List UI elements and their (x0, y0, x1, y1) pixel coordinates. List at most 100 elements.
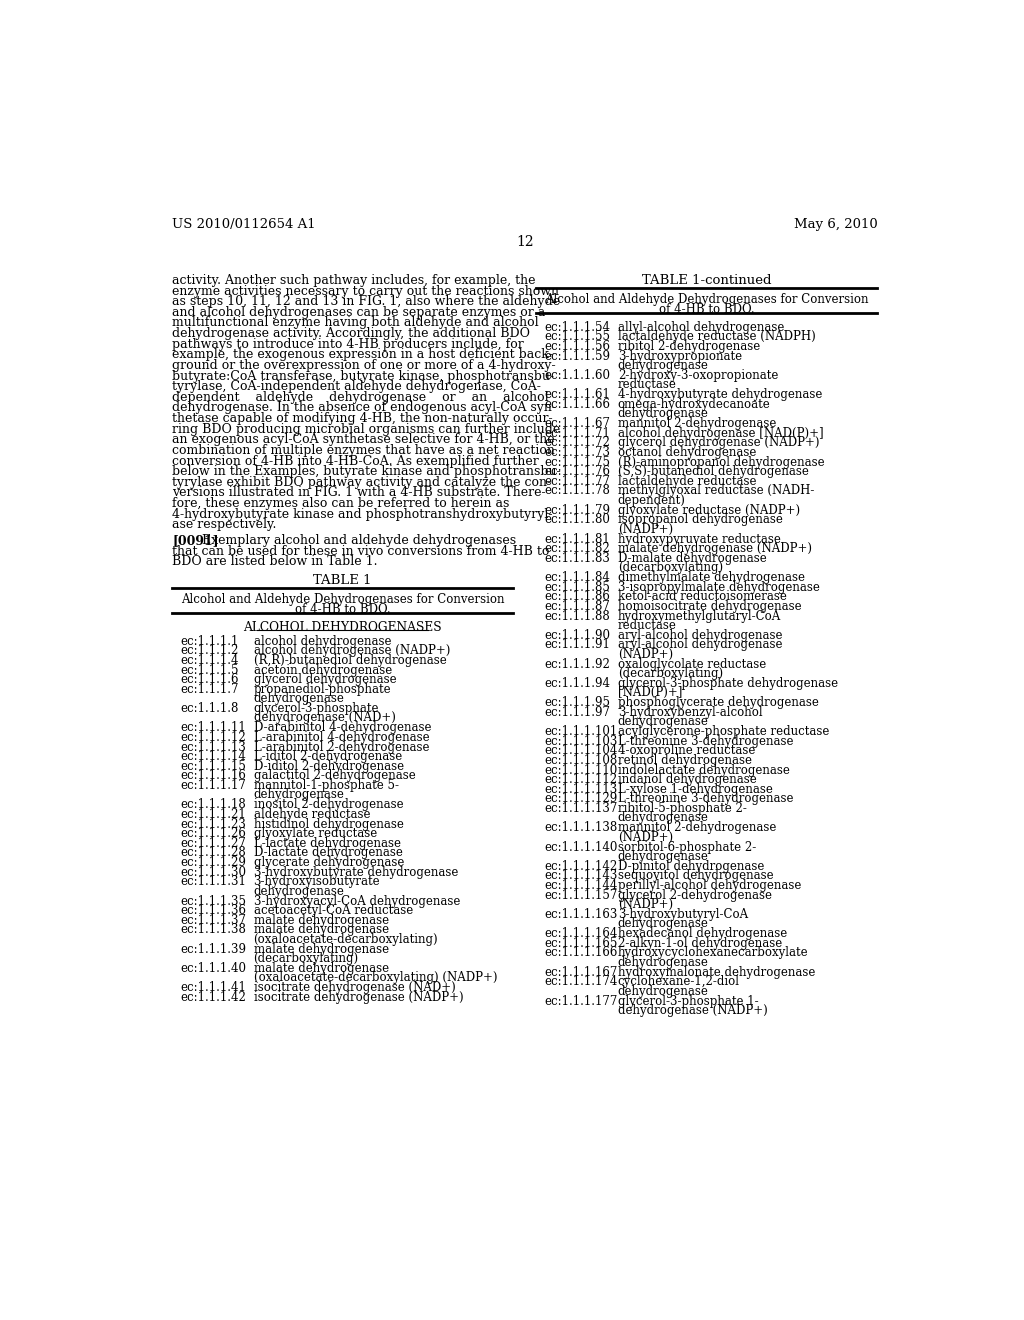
Text: of 4-HB to BDO.: of 4-HB to BDO. (659, 304, 755, 317)
Text: ec:1.1.1.15: ec:1.1.1.15 (180, 760, 246, 772)
Text: activity. Another such pathway includes, for example, the: activity. Another such pathway includes,… (172, 275, 536, 286)
Text: propanediol-phosphate: propanediol-phosphate (254, 682, 391, 696)
Text: ec:1.1.1.142: ec:1.1.1.142 (544, 859, 617, 873)
Text: ec:1.1.1.8: ec:1.1.1.8 (180, 702, 239, 715)
Text: ec:1.1.1.14: ec:1.1.1.14 (180, 750, 246, 763)
Text: pathways to introduce into 4-HB producers include, for: pathways to introduce into 4-HB producer… (172, 338, 524, 351)
Text: 4-oxoproline reductase: 4-oxoproline reductase (617, 744, 755, 758)
Text: ec:1.1.1.110: ec:1.1.1.110 (544, 763, 617, 776)
Text: 4-hydroxybutyrate kinase and phosphotranshydroxybutyryl-: 4-hydroxybutyrate kinase and phosphotran… (172, 508, 553, 520)
Text: hydroxycyclohexanecarboxylate: hydroxycyclohexanecarboxylate (617, 946, 808, 960)
Text: ec:1.1.1.91: ec:1.1.1.91 (544, 639, 610, 652)
Text: ec:1.1.1.38: ec:1.1.1.38 (180, 924, 246, 936)
Text: ec:1.1.1.55: ec:1.1.1.55 (544, 330, 610, 343)
Text: as steps 10, 11, 12 and 13 in FIG. 1, also where the aldehyde: as steps 10, 11, 12 and 13 in FIG. 1, al… (172, 296, 560, 308)
Text: Exemplary alcohol and aldehyde dehydrogenases: Exemplary alcohol and aldehyde dehydroge… (202, 535, 516, 548)
Text: ec:1.1.1.42: ec:1.1.1.42 (180, 991, 246, 1003)
Text: ase respectively.: ase respectively. (172, 519, 276, 531)
Text: (R,R)-butanediol dehydrogenase: (R,R)-butanediol dehydrogenase (254, 653, 446, 667)
Text: ec:1.1.1.1: ec:1.1.1.1 (180, 635, 239, 648)
Text: alcohol dehydrogenase: alcohol dehydrogenase (254, 635, 391, 648)
Text: cyclohexane-1,2-diol: cyclohexane-1,2-diol (617, 975, 739, 989)
Text: butyrate:CoA transferase, butyrate kinase, phosphotransbu-: butyrate:CoA transferase, butyrate kinas… (172, 370, 554, 383)
Text: ec:1.1.1.54: ec:1.1.1.54 (544, 321, 610, 334)
Text: hydroxymalonate dehydrogenase: hydroxymalonate dehydrogenase (617, 966, 815, 978)
Text: isopropanol dehydrogenase: isopropanol dehydrogenase (617, 513, 782, 527)
Text: ec:1.1.1.85: ec:1.1.1.85 (544, 581, 610, 594)
Text: ec:1.1.1.30: ec:1.1.1.30 (180, 866, 246, 879)
Text: ec:1.1.1.174: ec:1.1.1.174 (544, 975, 617, 989)
Text: ec:1.1.1.17: ec:1.1.1.17 (180, 779, 246, 792)
Text: L-iditol 2-dehydrogenase: L-iditol 2-dehydrogenase (254, 750, 401, 763)
Text: glycerol-3-phosphate dehydrogenase: glycerol-3-phosphate dehydrogenase (617, 677, 838, 690)
Text: versions illustrated in FIG. 1 with a 4-HB substrate. There-: versions illustrated in FIG. 1 with a 4-… (172, 487, 546, 499)
Text: lactaldehyde reductase (NADPH): lactaldehyde reductase (NADPH) (617, 330, 815, 343)
Text: indanol dehydrogenase: indanol dehydrogenase (617, 774, 757, 787)
Text: [NAD(P)+]: [NAD(P)+] (617, 686, 682, 700)
Text: ec:1.1.1.61: ec:1.1.1.61 (544, 388, 610, 401)
Text: ec:1.1.1.73: ec:1.1.1.73 (544, 446, 610, 459)
Text: alcohol dehydrogenase [NAD(P)+]: alcohol dehydrogenase [NAD(P)+] (617, 426, 823, 440)
Text: ec:1.1.1.83: ec:1.1.1.83 (544, 552, 610, 565)
Text: Alcohol and Aldehyde Dehydrogenases for Conversion: Alcohol and Aldehyde Dehydrogenases for … (545, 293, 868, 306)
Text: (decarboxylating): (decarboxylating) (254, 952, 358, 965)
Text: Alcohol and Aldehyde Dehydrogenases for Conversion: Alcohol and Aldehyde Dehydrogenases for … (181, 593, 505, 606)
Text: 3-hydroxybutyrate dehydrogenase: 3-hydroxybutyrate dehydrogenase (254, 866, 458, 879)
Text: ec:1.1.1.86: ec:1.1.1.86 (544, 590, 610, 603)
Text: ec:1.1.1.4: ec:1.1.1.4 (180, 653, 239, 667)
Text: dimethylmalate dehydrogenase: dimethylmalate dehydrogenase (617, 572, 805, 585)
Text: 3-hydroxypropionate: 3-hydroxypropionate (617, 350, 742, 363)
Text: sorbitol-6-phosphate 2-: sorbitol-6-phosphate 2- (617, 841, 756, 854)
Text: 3-hydroxyisobutyrate: 3-hydroxyisobutyrate (254, 875, 380, 888)
Text: 4-hydroxybutyrate dehydrogenase: 4-hydroxybutyrate dehydrogenase (617, 388, 822, 401)
Text: ec:1.1.1.87: ec:1.1.1.87 (544, 601, 610, 612)
Text: ec:1.1.1.163: ec:1.1.1.163 (544, 908, 617, 921)
Text: acylglycerone-phosphate reductase: acylglycerone-phosphate reductase (617, 725, 829, 738)
Text: TABLE 1: TABLE 1 (313, 574, 372, 587)
Text: that can be used for these in vivo conversions from 4-HB to: that can be used for these in vivo conve… (172, 545, 550, 558)
Text: aryl-alcohol dehydrogenase: aryl-alcohol dehydrogenase (617, 628, 782, 642)
Text: ec:1.1.1.56: ec:1.1.1.56 (544, 341, 610, 354)
Text: D-lactate dehydrogenase: D-lactate dehydrogenase (254, 846, 402, 859)
Text: combination of multiple enzymes that have as a net reaction: combination of multiple enzymes that hav… (172, 444, 555, 457)
Text: ec:1.1.1.144: ec:1.1.1.144 (544, 879, 617, 892)
Text: aldehyde reductase: aldehyde reductase (254, 808, 370, 821)
Text: mannitol 2-dehydrogenase: mannitol 2-dehydrogenase (617, 417, 776, 430)
Text: ec:1.1.1.157: ec:1.1.1.157 (544, 888, 617, 902)
Text: ec:1.1.1.31: ec:1.1.1.31 (180, 875, 246, 888)
Text: L-arabinitol 2-dehydrogenase: L-arabinitol 2-dehydrogenase (254, 741, 429, 754)
Text: ec:1.1.1.113: ec:1.1.1.113 (544, 783, 617, 796)
Text: (NADP+): (NADP+) (617, 523, 673, 536)
Text: (decarboxylating): (decarboxylating) (617, 561, 723, 574)
Text: malate dehydrogenase: malate dehydrogenase (254, 924, 389, 936)
Text: (NADP+): (NADP+) (617, 648, 673, 661)
Text: malate dehydrogenase: malate dehydrogenase (254, 942, 389, 956)
Text: mannitol 2-dehydrogenase: mannitol 2-dehydrogenase (617, 821, 776, 834)
Text: reductase: reductase (617, 619, 677, 632)
Text: glyoxylate reductase: glyoxylate reductase (254, 828, 377, 840)
Text: ec:1.1.1.7: ec:1.1.1.7 (180, 682, 239, 696)
Text: ec:1.1.1.13: ec:1.1.1.13 (180, 741, 246, 754)
Text: ec:1.1.1.2: ec:1.1.1.2 (180, 644, 239, 657)
Text: indolelactate dehydrogenase: indolelactate dehydrogenase (617, 763, 790, 776)
Text: ec:1.1.1.72: ec:1.1.1.72 (544, 437, 610, 449)
Text: ribitol-5-phosphate 2-: ribitol-5-phosphate 2- (617, 803, 746, 816)
Text: D-iditol 2-dehydrogenase: D-iditol 2-dehydrogenase (254, 760, 403, 772)
Text: dehydrogenase (NADP+): dehydrogenase (NADP+) (617, 1003, 768, 1016)
Text: ALCOHOL DEHYDROGENASES: ALCOHOL DEHYDROGENASES (244, 620, 442, 634)
Text: ec:1.1.1.103: ec:1.1.1.103 (544, 735, 617, 747)
Text: ec:1.1.1.27: ec:1.1.1.27 (180, 837, 246, 850)
Text: perillyl-alcohol dehydrogenase: perillyl-alcohol dehydrogenase (617, 879, 801, 892)
Text: TABLE 1-continued: TABLE 1-continued (642, 275, 772, 286)
Text: dependent    aldehyde    dehydrogenase    or    an    alcohol: dependent aldehyde dehydrogenase or an a… (172, 391, 549, 404)
Text: dehydrogenase. In the absence of endogenous acyl-CoA syn-: dehydrogenase. In the absence of endogen… (172, 401, 556, 414)
Text: isocitrate dehydrogenase (NADP+): isocitrate dehydrogenase (NADP+) (254, 991, 463, 1003)
Text: L-threonine 3-dehydrogenase: L-threonine 3-dehydrogenase (617, 792, 794, 805)
Text: ec:1.1.1.92: ec:1.1.1.92 (544, 657, 610, 671)
Text: ec:1.1.1.16: ec:1.1.1.16 (180, 770, 246, 783)
Text: and alcohol dehydrogenases can be separate enzymes or a: and alcohol dehydrogenases can be separa… (172, 306, 546, 318)
Text: ribitol 2-dehydrogenase: ribitol 2-dehydrogenase (617, 341, 760, 354)
Text: dehydrogenase: dehydrogenase (254, 884, 344, 898)
Text: ec:1.1.1.140: ec:1.1.1.140 (544, 841, 617, 854)
Text: inositol 2-dehydrogenase: inositol 2-dehydrogenase (254, 799, 403, 812)
